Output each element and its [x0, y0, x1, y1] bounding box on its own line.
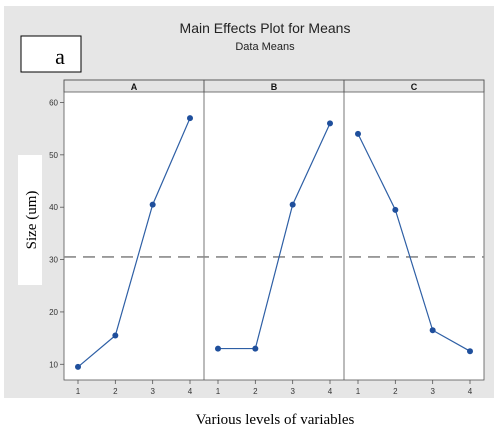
xlabel-box [200, 407, 350, 427]
series-line-b [218, 123, 331, 350]
x-tick-label: 1 [216, 387, 221, 396]
x-tick-label: 4 [328, 387, 333, 396]
plot-area: A B C 10 20 30 40 50 60 1 2 3 4 1 2 3 4 1 2 3 4 [49, 79, 485, 396]
x-tick-label: 1 [76, 387, 81, 396]
x-tick-label: 3 [290, 387, 295, 396]
panel-header-label: B [271, 82, 278, 92]
plot-border [63, 79, 485, 381]
y-tick-label: 10 [49, 360, 58, 369]
data-point [75, 363, 81, 370]
x-tick-label: 1 [356, 387, 361, 396]
data-point [215, 345, 221, 352]
data-point [252, 345, 259, 352]
x-tick-label: 4 [188, 387, 193, 396]
x-tick-label: 2 [253, 387, 258, 396]
data-point [429, 327, 436, 334]
data-point [355, 130, 361, 137]
y-tick-label: 60 [49, 98, 58, 107]
x-tick-label: 3 [150, 387, 155, 396]
panel-header-label: C [411, 82, 418, 92]
panel-label: a [55, 44, 65, 69]
series-line-a [77, 117, 191, 368]
y-tick-label: 20 [49, 308, 58, 317]
panel-label-box [20, 35, 82, 73]
ylabel-box [18, 155, 42, 285]
data-point [289, 201, 296, 208]
x-tick-label: 3 [430, 387, 435, 396]
data-point [327, 120, 333, 127]
y-tick-label: 30 [49, 256, 58, 265]
data-point [467, 348, 473, 355]
series-line-c [357, 133, 471, 352]
x-tick-label: 2 [393, 387, 398, 396]
data-point [392, 206, 399, 213]
x-tick-label: 2 [113, 387, 118, 396]
data-point [112, 332, 119, 339]
x-axis-label: Various levels of variables [196, 412, 355, 427]
y-tick-label: 40 [49, 203, 58, 212]
chart-subtitle: Data Means [235, 41, 295, 53]
chart-title: Main Effects Plot for Means [180, 20, 351, 36]
data-point [187, 115, 193, 122]
y-tick-label: 50 [49, 151, 58, 160]
y-axis-label: Size (um) [24, 191, 40, 250]
x-tick-label: 4 [468, 387, 473, 396]
plot-background [64, 80, 484, 380]
panel-header-label: A [131, 82, 138, 92]
data-point [149, 201, 156, 208]
